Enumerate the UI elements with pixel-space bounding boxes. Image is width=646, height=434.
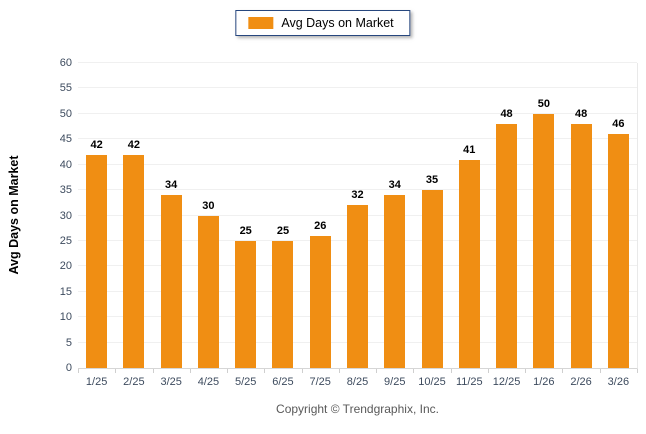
y-tick-label: 45 xyxy=(59,133,72,146)
x-axis-tick-mark xyxy=(227,369,228,373)
bar-2/26 xyxy=(570,124,592,368)
bar-7/25 xyxy=(309,235,331,368)
bar-value-label: 30 xyxy=(202,199,215,212)
gridline xyxy=(78,189,637,191)
y-tick-label: 15 xyxy=(59,285,72,298)
x-tick-label: 3/25 xyxy=(160,376,182,388)
y-tick-label: 5 xyxy=(65,336,72,349)
bar-3/26 xyxy=(607,134,629,368)
bar-value-label: 34 xyxy=(388,179,401,192)
x-axis-labels: 1/25 2/25 3/25 4/25 5/25 6/25 7/25 8/25 9/25 10/2… xyxy=(78,376,637,390)
bar-2/25 xyxy=(123,154,145,368)
x-axis-tick-mark xyxy=(600,369,601,373)
legend-color-swatch-icon xyxy=(248,17,274,29)
legend-box: Avg Days on Market xyxy=(235,10,411,36)
x-axis-tick-mark xyxy=(488,369,489,373)
x-axis-tick-mark xyxy=(339,369,340,373)
bar-4/25 xyxy=(197,215,219,368)
bar-value-label: 25 xyxy=(239,224,252,237)
x-axis-tick-mark xyxy=(637,369,638,373)
y-axis-labels: 0 5 10 15 20 25 30 35 40 45 50 55 60 xyxy=(0,57,72,374)
x-tick-label: 12/25 xyxy=(492,376,521,388)
gridline xyxy=(78,163,637,165)
gridline xyxy=(78,87,637,89)
bar-value-label: 26 xyxy=(314,219,327,232)
bar-value-label: 50 xyxy=(537,97,550,110)
bar-value-label: 34 xyxy=(165,179,178,192)
bar-12/25 xyxy=(496,124,518,368)
x-tick-label: 3/26 xyxy=(607,376,630,388)
x-tick-label: 8/25 xyxy=(346,376,369,388)
bar-value-label: 41 xyxy=(463,143,476,156)
bar-value-label: 42 xyxy=(90,138,103,151)
plot-area: 42 42 34 30 25 25 26 32 34 35 41 48 50 48 46 xyxy=(78,62,638,373)
bar-value-label: 35 xyxy=(425,174,439,187)
x-axis-tick-mark xyxy=(376,369,377,373)
x-axis-tick-mark xyxy=(78,369,79,373)
x-tick-label: 5/25 xyxy=(234,376,257,388)
bar-5/25 xyxy=(235,240,257,368)
y-tick-label: 35 xyxy=(59,184,72,197)
x-axis-tick-mark xyxy=(190,369,191,373)
x-tick-label: 7/25 xyxy=(309,376,331,388)
x-axis-tick-mark xyxy=(525,369,526,373)
x-axis-tick-mark xyxy=(451,369,452,373)
y-tick-label: 50 xyxy=(59,107,72,120)
bar-6/25 xyxy=(272,240,294,368)
x-axis-tick-mark xyxy=(153,369,154,373)
x-tick-label: 1/26 xyxy=(533,376,555,388)
bar-value-label: 25 xyxy=(276,224,290,237)
bar-10/25 xyxy=(421,190,443,368)
x-tick-label: 4/25 xyxy=(197,376,220,388)
bar-value-label: 32 xyxy=(351,189,364,202)
bar-3/25 xyxy=(160,195,182,368)
gridline xyxy=(78,112,637,114)
bar-11/25 xyxy=(458,159,480,368)
x-tick-label: 2/25 xyxy=(123,376,145,388)
x-tick-label: 11/25 xyxy=(455,376,483,388)
x-tick-label: 10/25 xyxy=(418,376,446,388)
y-tick-label: 0 xyxy=(65,362,72,374)
x-tick-label: 9/25 xyxy=(384,376,406,388)
gridline xyxy=(78,62,637,63)
gridline xyxy=(78,138,637,140)
bar-8/25 xyxy=(347,205,368,368)
bar-9/25 xyxy=(384,195,406,368)
bar-value-label: 48 xyxy=(574,108,588,120)
bar-value-label: 48 xyxy=(500,108,513,120)
x-tick-label: 1/25 xyxy=(85,376,108,388)
x-tick-label: 2/26 xyxy=(570,376,592,388)
x-axis-tick-mark xyxy=(413,369,414,373)
bar-1/25 xyxy=(86,154,108,368)
bar-value-label: 46 xyxy=(612,118,625,131)
y-tick-label: 10 xyxy=(59,311,72,324)
footer-copyright: Copyright © Trendgraphix, Inc. xyxy=(276,402,439,416)
bar-value-label: 42 xyxy=(127,138,141,151)
x-axis-tick-mark xyxy=(264,369,265,373)
y-tick-label: 60 xyxy=(59,57,72,69)
y-tick-label: 55 xyxy=(59,82,72,95)
x-axis-tick-mark xyxy=(115,369,116,373)
bar-1/26 xyxy=(533,113,555,368)
x-axis-tick-mark xyxy=(562,369,563,373)
y-tick-label: 40 xyxy=(59,158,72,171)
y-tick-label: 30 xyxy=(59,209,72,222)
x-axis-tick-mark xyxy=(302,369,303,373)
x-tick-label: 6/25 xyxy=(272,376,294,388)
y-tick-label: 20 xyxy=(59,260,72,273)
legend-label: Avg Days on Market xyxy=(281,16,394,30)
y-tick-label: 25 xyxy=(59,234,72,247)
